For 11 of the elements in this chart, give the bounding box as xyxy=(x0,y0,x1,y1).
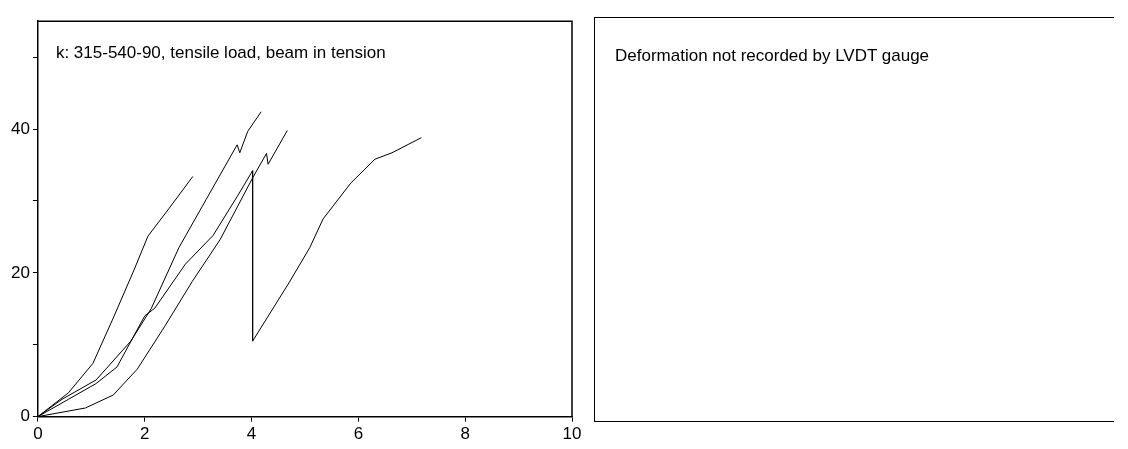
x-tick-label: 2 xyxy=(139,424,150,444)
x-tick-label: 0 xyxy=(33,424,43,444)
text: Deformation not recorded by LVDT gauge xyxy=(615,46,930,66)
y-tick-label: 0 xyxy=(20,406,30,426)
x-tick-label: 6 xyxy=(353,424,364,444)
x-tick-label: 10 xyxy=(562,424,582,444)
y-tick-label: 20 xyxy=(10,262,30,282)
x-tick-label: 8 xyxy=(460,424,470,444)
annotation: k: 315-540-90, tensile load, beam in tension xyxy=(55,42,386,62)
y-tick-label: 40 xyxy=(10,118,30,138)
x-tick-label: 4 xyxy=(246,424,257,444)
